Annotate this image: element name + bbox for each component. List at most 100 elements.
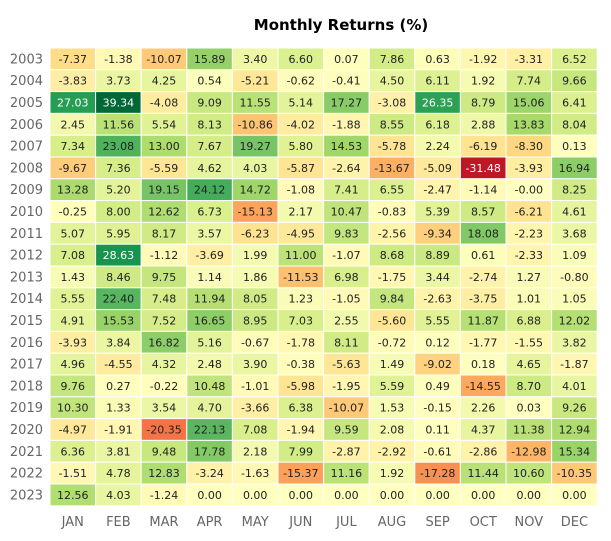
cell-value-2019-SEP: -0.15: [423, 402, 451, 415]
cell-value-2018-DEC: 4.01: [562, 380, 587, 393]
cell-value-2013-SEP: 3.44: [425, 271, 450, 284]
cell-value-2010-SEP: 5.39: [425, 206, 450, 219]
cell-value-2023-OCT: 0.00: [471, 489, 496, 502]
cell-value-2012-NOV: -2.33: [515, 249, 543, 262]
year-label-2015: 2015: [10, 314, 43, 329]
cell-value-2018-APR: 10.48: [194, 380, 226, 393]
cell-value-2007-FEB: 23.08: [103, 140, 135, 153]
cell-value-2009-APR: 24.12: [194, 184, 226, 197]
cell-value-2020-NOV: 11.38: [513, 424, 545, 437]
cell-value-2008-SEP: -5.09: [423, 162, 451, 175]
cell-value-2017-SEP: -9.02: [423, 358, 451, 371]
cell-value-2010-FEB: 8.00: [106, 206, 131, 219]
cell-value-2020-AUG: 2.08: [380, 424, 405, 437]
cell-value-2008-NOV: -3.93: [515, 162, 543, 175]
cell-value-2016-SEP: 0.12: [425, 336, 450, 349]
cell-value-2023-NOV: 0.00: [517, 489, 542, 502]
cell-value-2009-JAN: 13.28: [57, 184, 89, 197]
cell-value-2011-MAY: -6.23: [241, 227, 269, 240]
cell-value-2015-DEC: 12.02: [559, 315, 591, 328]
cell-value-2018-SEP: 0.49: [425, 380, 450, 393]
cell-value-2014-JUL: -1.05: [332, 293, 360, 306]
cell-value-2007-APR: 7.67: [197, 140, 222, 153]
cell-value-2015-JAN: 4.91: [61, 315, 86, 328]
cell-value-2010-AUG: -0.83: [378, 206, 406, 219]
cell-value-2004-FEB: 3.73: [106, 75, 131, 88]
cell-value-2020-OCT: 4.37: [471, 424, 496, 437]
month-labels: JAN FEB MAR APR MAY JUN JUL AUG SEP OCT NOV DEC: [61, 515, 588, 530]
year-label-2011: 2011: [10, 227, 43, 242]
chart-title: Monthly Returns (%): [254, 16, 428, 34]
cell-value-2008-JUN: -5.87: [287, 162, 315, 175]
year-label-2019: 2019: [10, 401, 43, 416]
cell-value-2022-DEC: -10.35: [557, 467, 592, 480]
cell-value-2004-JAN: -3.83: [59, 75, 87, 88]
cell-value-2019-OCT: 2.26: [471, 402, 496, 415]
cell-value-2020-JUN: -1.94: [287, 424, 315, 437]
cell-value-2003-JAN: -7.37: [59, 53, 87, 66]
cell-value-2020-SEP: 0.11: [425, 424, 450, 437]
cell-value-2012-JUN: 11.00: [285, 249, 317, 262]
cell-value-2018-OCT: -14.55: [465, 380, 500, 393]
cell-value-2014-MAR: 7.48: [152, 293, 177, 306]
cell-value-2022-SEP: -17.28: [420, 467, 455, 480]
cell-value-2021-APR: 17.78: [194, 445, 226, 458]
cell-value-2006-MAR: 5.54: [152, 118, 177, 131]
cell-value-2020-DEC: 12.94: [559, 424, 591, 437]
cell-value-2007-JAN: 7.34: [61, 140, 86, 153]
cell-value-2008-FEB: 7.36: [106, 162, 131, 175]
cell-value-2021-MAY: 2.18: [243, 445, 268, 458]
year-label-2006: 2006: [10, 118, 43, 133]
cell-value-2013-NOV: 1.27: [517, 271, 542, 284]
cell-value-2018-FEB: 0.27: [106, 380, 131, 393]
cell-value-2011-APR: 3.57: [197, 227, 222, 240]
cell-value-2012-FEB: 28.63: [103, 249, 135, 262]
cell-value-2012-JUL: -1.07: [332, 249, 360, 262]
cell-value-2013-MAR: 9.75: [152, 271, 177, 284]
cell-value-2004-MAY: -5.21: [241, 75, 269, 88]
cell-value-2020-MAY: 7.08: [243, 424, 268, 437]
heatmap-cell-2023-DEC: [551, 483, 598, 507]
month-label-FEB: FEB: [106, 515, 131, 530]
month-label-APR: APR: [197, 515, 223, 530]
cell-value-2012-MAY: 1.99: [243, 249, 268, 262]
cell-value-2021-JAN: 6.36: [61, 445, 86, 458]
year-label-2016: 2016: [10, 336, 43, 351]
cell-value-2022-APR: -3.24: [195, 467, 223, 480]
cell-value-2007-JUL: 14.53: [331, 140, 363, 153]
cell-value-2010-APR: 6.73: [197, 206, 222, 219]
cell-value-2010-MAR: 12.62: [148, 206, 180, 219]
cell-value-2007-SEP: 2.24: [425, 140, 450, 153]
year-label-2003: 2003: [10, 52, 43, 67]
cell-value-2005-AUG: -3.08: [378, 97, 406, 110]
cell-value-2016-NOV: -1.55: [515, 336, 543, 349]
cell-value-2013-OCT: -2.74: [469, 271, 497, 284]
cell-value-2005-DEC: 6.41: [562, 97, 587, 110]
cell-value-2019-JAN: 10.30: [57, 402, 89, 415]
cell-value-2022-JAN: -1.51: [59, 467, 87, 480]
cell-value-2019-DEC: 9.26: [562, 402, 587, 415]
cell-value-2013-JAN: 1.43: [61, 271, 86, 284]
cell-value-2021-OCT: -2.86: [469, 445, 497, 458]
cell-value-2003-JUL: 0.07: [334, 53, 359, 66]
cell-value-2017-MAY: 3.90: [243, 358, 268, 371]
cell-value-2006-OCT: 2.88: [471, 118, 496, 131]
cell-value-2023-JUN: 0.00: [289, 489, 314, 502]
cell-value-2022-NOV: 10.60: [513, 467, 545, 480]
cell-value-2004-JUL: -0.41: [332, 75, 360, 88]
cell-value-2009-FEB: 5.20: [106, 184, 131, 197]
cell-value-2018-JUN: -5.98: [287, 380, 315, 393]
cell-value-2014-AUG: 9.84: [380, 293, 405, 306]
cell-value-2008-OCT: -31.48: [465, 162, 500, 175]
cell-value-2014-MAY: 8.05: [243, 293, 268, 306]
cell-value-2018-MAR: -0.22: [150, 380, 178, 393]
year-label-2018: 2018: [10, 379, 43, 394]
cell-value-2021-AUG: -2.92: [378, 445, 406, 458]
cell-value-2013-FEB: 8.46: [106, 271, 131, 284]
cell-value-2006-JUN: -4.02: [287, 118, 315, 131]
cell-value-2017-JUN: -0.38: [287, 358, 315, 371]
cell-value-2019-FEB: 1.33: [106, 402, 131, 415]
cell-value-2015-OCT: 11.87: [467, 315, 499, 328]
cell-value-2005-FEB: 39.34: [103, 97, 135, 110]
cell-value-2008-APR: 4.62: [197, 162, 222, 175]
